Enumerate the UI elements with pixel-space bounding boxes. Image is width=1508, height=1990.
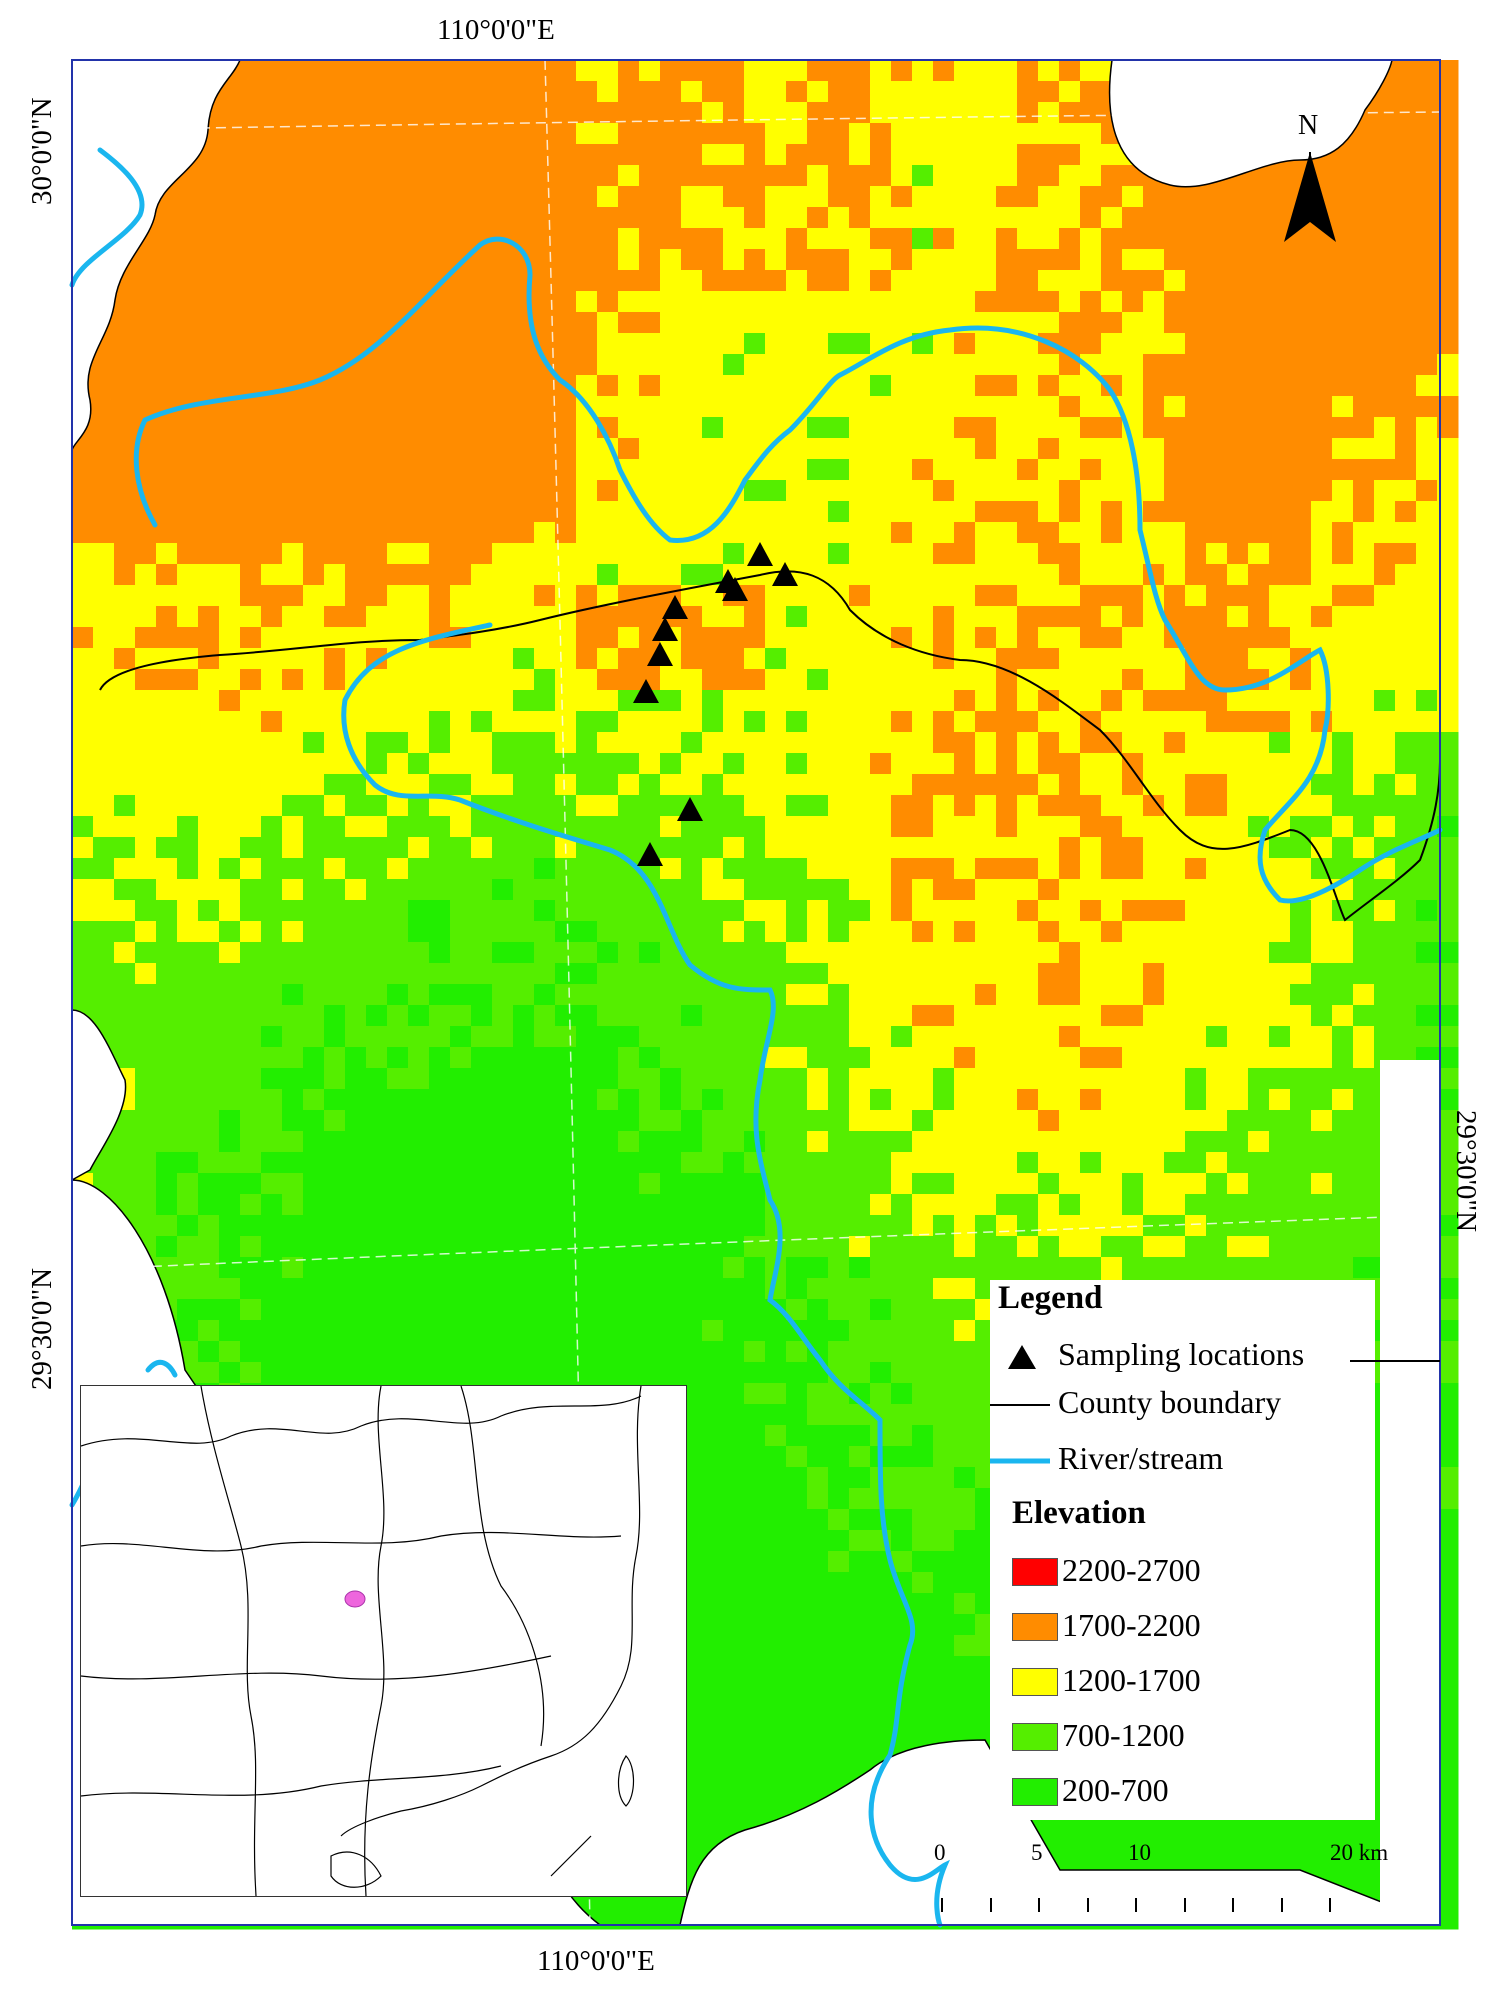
sampling-location-marker [633, 679, 659, 703]
elevation-label: 1700-2200 [1062, 1607, 1201, 1643]
elevation-swatch [1012, 1558, 1058, 1586]
north-arrow: N [1280, 110, 1340, 250]
elevation-label: 1200-1700 [1062, 1662, 1201, 1698]
north-label: N [1298, 110, 1319, 141]
legend-item-river: River/stream [1058, 1440, 1224, 1476]
outside-area-top [1108, 59, 1393, 188]
river-line-icon [990, 1458, 1050, 1464]
scale-label-10: 10 [1128, 1840, 1151, 1865]
scale-label-20: 20 km [1330, 1840, 1389, 1865]
left-latitude-label-bottom: 29°30'0"N [26, 1267, 58, 1390]
map-frame [71, 59, 1441, 1926]
scale-ticks [941, 1898, 1331, 1912]
elevation-swatch [1012, 1778, 1058, 1806]
county-boundary [99, 570, 1441, 922]
location-inset-map [80, 1385, 687, 1897]
north-arrow-icon [1284, 152, 1336, 242]
scale-label-0: 0 [934, 1840, 946, 1865]
sampling-location-marker [677, 797, 703, 821]
outside-area-right [1380, 1060, 1440, 1925]
right-latitude-label: 29°30'0"N [1450, 1110, 1482, 1233]
legend: Legend Sampling locations County boundar… [990, 1280, 1375, 1820]
legend-item-boundary: County boundary [1058, 1384, 1282, 1420]
scale-bar: 0 5 10 20 km [920, 1840, 1440, 1920]
outside-area-bottom-right [679, 1739, 1441, 1926]
elevation-label: 2200-2700 [1062, 1552, 1201, 1588]
left-latitude-label-top: 30°0'0"N [26, 97, 58, 205]
outside-area-left-2 [71, 1009, 127, 1182]
boundary-continuation [1350, 1360, 1440, 1362]
sampling-location-marker [772, 562, 798, 586]
outside-area-left [71, 59, 242, 451]
elevation-title: Elevation [1012, 1495, 1146, 1531]
triangle-icon [1008, 1345, 1036, 1369]
river-inset-edge [145, 1359, 178, 1378]
elevation-swatch [1012, 1668, 1058, 1696]
legend-title: Legend [998, 1280, 1103, 1316]
top-longitude-label: 110°0'0"E [437, 14, 555, 46]
inset-outline-svg [80, 1385, 642, 1897]
river-upper-left [69, 147, 145, 288]
bottom-longitude-label: 110°0'0"E [537, 1945, 655, 1977]
sampling-location-marker [637, 842, 663, 866]
legend-item-sampling: Sampling locations [1058, 1336, 1305, 1372]
elevation-swatch [1012, 1613, 1058, 1641]
boundary-line-icon [990, 1404, 1050, 1406]
elevation-swatch [1012, 1723, 1058, 1751]
rivers [69, 147, 1443, 1928]
sampling-location-marker [747, 542, 773, 566]
sampling-locations [633, 542, 798, 866]
sampling-location-marker [652, 617, 678, 641]
river-main-north [133, 236, 1443, 904]
river-central [341, 622, 950, 1928]
elevation-label: 700-1200 [1062, 1717, 1185, 1753]
sampling-location-marker [722, 577, 748, 601]
study-area-highlight [344, 1590, 366, 1608]
sampling-location-marker [662, 595, 688, 619]
elevation-label: 200-700 [1062, 1772, 1169, 1808]
sampling-location-marker [647, 642, 673, 666]
scale-label-5: 5 [1031, 1840, 1043, 1865]
